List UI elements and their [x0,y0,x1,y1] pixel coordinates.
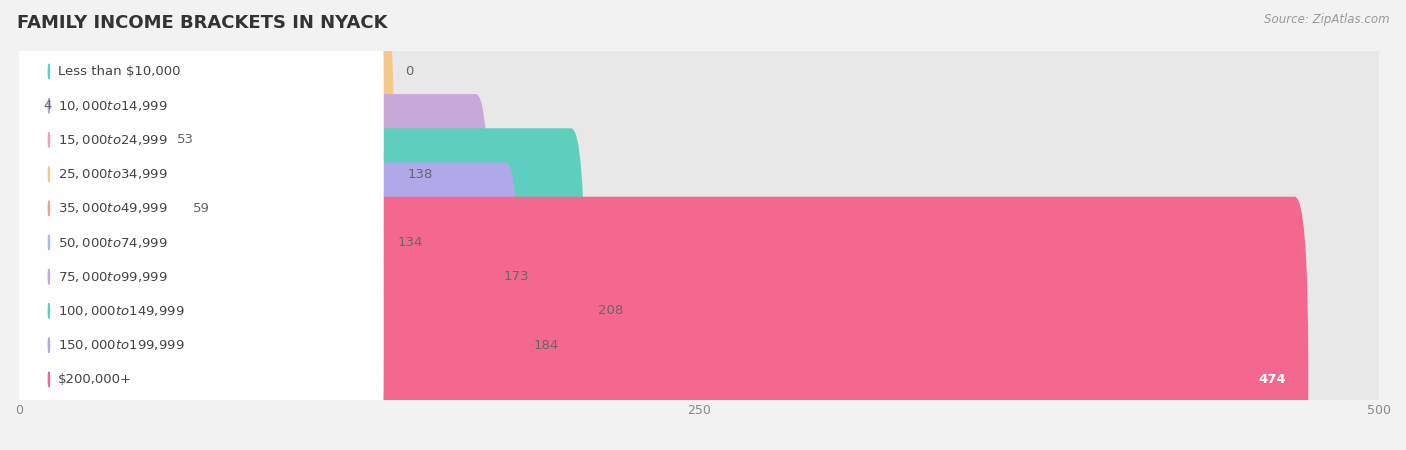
FancyBboxPatch shape [20,197,1379,450]
FancyBboxPatch shape [20,28,384,320]
FancyBboxPatch shape [20,0,1379,323]
FancyBboxPatch shape [20,94,1379,450]
FancyBboxPatch shape [20,60,1379,425]
Text: 134: 134 [396,236,422,249]
Text: 138: 138 [408,167,433,180]
FancyBboxPatch shape [20,62,384,355]
FancyBboxPatch shape [20,60,384,425]
Text: FAMILY INCOME BRACKETS IN NYACK: FAMILY INCOME BRACKETS IN NYACK [17,14,388,32]
Bar [20,265,1379,288]
Text: 474: 474 [1258,373,1286,386]
FancyBboxPatch shape [20,0,1379,254]
Text: 59: 59 [193,202,209,215]
Text: $75,000 to $99,999: $75,000 to $99,999 [58,270,167,284]
FancyBboxPatch shape [20,0,394,357]
Text: $200,000+: $200,000+ [58,373,132,386]
FancyBboxPatch shape [20,26,180,391]
FancyBboxPatch shape [20,233,384,450]
Bar [20,299,1379,323]
Text: Less than $10,000: Less than $10,000 [58,65,180,78]
FancyBboxPatch shape [20,162,519,450]
Bar [20,60,1379,83]
Text: 4: 4 [44,99,52,112]
FancyBboxPatch shape [20,0,1379,288]
Text: $25,000 to $34,999: $25,000 to $34,999 [58,167,167,181]
Bar [20,231,1379,254]
FancyBboxPatch shape [20,162,1379,450]
Text: 173: 173 [503,270,529,283]
FancyBboxPatch shape [20,0,384,252]
Bar [20,94,1379,117]
Text: $15,000 to $24,999: $15,000 to $24,999 [58,133,167,147]
FancyBboxPatch shape [20,130,384,423]
Text: Source: ZipAtlas.com: Source: ZipAtlas.com [1264,14,1389,27]
FancyBboxPatch shape [20,0,163,323]
FancyBboxPatch shape [20,94,489,450]
Bar [20,128,1379,152]
FancyBboxPatch shape [20,0,384,218]
FancyBboxPatch shape [20,53,30,158]
FancyBboxPatch shape [20,96,384,389]
Text: $35,000 to $49,999: $35,000 to $49,999 [58,201,167,215]
FancyBboxPatch shape [20,199,384,450]
FancyBboxPatch shape [20,197,1308,450]
FancyBboxPatch shape [20,26,1379,391]
FancyBboxPatch shape [20,0,1379,357]
Text: 208: 208 [599,304,624,317]
FancyBboxPatch shape [20,0,384,286]
FancyBboxPatch shape [20,128,1379,450]
FancyBboxPatch shape [20,165,384,450]
Text: 0: 0 [405,65,413,78]
Text: 184: 184 [533,338,558,351]
Text: $150,000 to $199,999: $150,000 to $199,999 [58,338,184,352]
Bar [20,197,1379,220]
FancyBboxPatch shape [20,128,585,450]
Text: $10,000 to $14,999: $10,000 to $14,999 [58,99,167,112]
Bar [20,368,1379,391]
Bar [20,333,1379,357]
Bar [20,162,1379,186]
Text: 53: 53 [177,133,194,146]
Text: $50,000 to $74,999: $50,000 to $74,999 [58,235,167,249]
Text: $100,000 to $149,999: $100,000 to $149,999 [58,304,184,318]
